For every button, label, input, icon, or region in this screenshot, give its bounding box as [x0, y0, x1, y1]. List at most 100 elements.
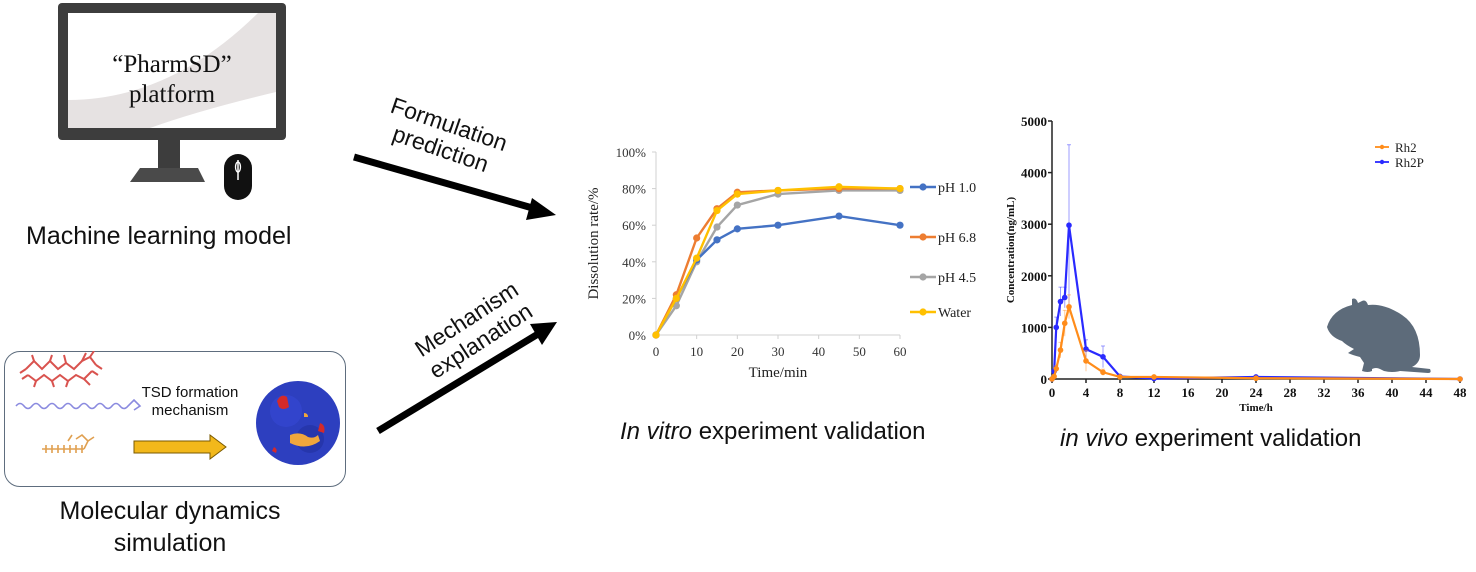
md-caption-line1: Molecular dynamics	[59, 497, 281, 525]
series-line-water	[654, 185, 901, 336]
data-point	[1061, 294, 1068, 301]
data-point	[1051, 373, 1057, 380]
y-tick-label: 0	[1041, 372, 1048, 387]
formulation-arrow-icon	[353, 153, 556, 220]
in-vitro-dissolution-chart: 0% 20% 40% 60% 80% 100% 0 10 20 30 40 50 60 Time/min D…	[586, 145, 976, 381]
legend-marker	[919, 273, 927, 281]
legend-label: pH 4.5	[938, 271, 976, 286]
x-tick-label: 50	[853, 344, 866, 359]
y-tick-label: 20%	[622, 291, 646, 306]
in-vitro-rest: experiment validation	[692, 418, 926, 445]
x-tick-label: 8	[1117, 385, 1124, 400]
y-tick-label: 4000	[1021, 166, 1047, 181]
data-point	[1053, 365, 1060, 372]
data-point	[835, 212, 843, 220]
in-vivo-rest: experiment validation	[1128, 425, 1362, 452]
x-axis-label: Time/h	[1239, 402, 1272, 414]
legend-label: pH 6.8	[938, 231, 976, 246]
legend-marker	[919, 233, 927, 241]
series-line-ph-1-0	[654, 214, 901, 336]
x-axis-label: Time/min	[749, 365, 808, 381]
legend-marker	[919, 308, 927, 316]
x-tick-label: 60	[894, 344, 907, 359]
data-point	[672, 294, 680, 302]
x-tick-label: 28	[1284, 385, 1298, 400]
data-point	[1057, 298, 1064, 305]
x-tick-label: 44	[1420, 385, 1434, 400]
y-tick-label: 100%	[616, 145, 647, 160]
data-point	[1100, 369, 1106, 376]
data-point	[1117, 374, 1123, 380]
y-tick-label: 2000	[1021, 269, 1047, 284]
x-tick-label: 24	[1250, 385, 1264, 400]
x-tick-label: 20	[731, 344, 744, 359]
data-point	[1066, 222, 1072, 229]
rat-icon	[1327, 298, 1431, 373]
x-tick-label: 36	[1352, 385, 1366, 400]
data-point	[896, 185, 904, 193]
data-point	[733, 190, 741, 198]
data-point	[693, 254, 701, 262]
screen-text-line1: “PharmSD”	[112, 51, 232, 78]
x-tick-label: 48	[1454, 385, 1468, 400]
y-tick-label: 60%	[622, 218, 646, 233]
y-tick-label: 80%	[622, 182, 646, 197]
in-vitro-caption: In vitro experiment validation	[620, 418, 926, 446]
monitor-icon	[58, 3, 286, 200]
data-point	[896, 221, 904, 229]
x-tick-label: 30	[772, 344, 785, 359]
x-tick-label: 0	[653, 344, 660, 359]
x-tick-label: 20	[1216, 385, 1229, 400]
y-tick-label: 40%	[622, 255, 646, 270]
md-caption-line2: simulation	[113, 529, 227, 557]
data-point	[733, 201, 741, 209]
y-tick-label: 3000	[1021, 217, 1047, 232]
tsd-label-line2: mechanism	[151, 402, 229, 419]
data-point	[1457, 376, 1463, 382]
series-line-ph-4-5	[655, 189, 900, 336]
x-tick-label: 4	[1083, 385, 1090, 400]
data-point	[774, 186, 782, 195]
legend-label: Rh2	[1395, 140, 1417, 155]
data-point	[713, 223, 721, 231]
y-tick-label: 5000	[1021, 114, 1047, 129]
x-tick-label: 40	[812, 344, 825, 359]
legend-label: pH 1.0	[938, 181, 976, 196]
x-tick-label: 12	[1148, 385, 1161, 400]
legend-label: Water	[938, 306, 971, 321]
data-point	[693, 234, 701, 242]
data-point	[1053, 324, 1060, 331]
data-point	[733, 225, 741, 233]
polymer-chain-icon	[15, 398, 142, 411]
x-tick-label: 0	[1049, 385, 1056, 400]
protein-blob-icon	[256, 381, 340, 465]
data-point	[835, 183, 843, 191]
y-tick-label: 0%	[629, 328, 647, 343]
data-point	[713, 206, 721, 215]
machine-learning-caption: Machine learning model	[26, 222, 292, 250]
x-tick-label: 10	[690, 344, 703, 359]
legend-marker	[1379, 159, 1385, 165]
in-vitro-italic: In vitro	[620, 418, 693, 445]
mechanism-arrow-icon	[133, 434, 227, 460]
y-axis-label: Dissolution rate/%	[586, 187, 602, 299]
molecule-red-icon	[19, 351, 103, 388]
in-vivo-italic: in vivo	[1060, 425, 1129, 452]
data-point	[774, 221, 782, 229]
screen-text-line2: platform	[128, 81, 216, 108]
data-point	[1061, 320, 1068, 327]
legend-marker	[919, 183, 927, 191]
data-point	[652, 331, 660, 339]
tsd-label-line1: TSD formation	[141, 384, 239, 401]
y-axis-label: Concentration(ng/mL)	[1005, 197, 1017, 304]
legend-label: Rh2P	[1395, 155, 1424, 170]
legend-marker	[1379, 144, 1385, 150]
data-point	[1083, 346, 1089, 352]
data-point	[713, 236, 721, 244]
data-point	[1100, 354, 1106, 360]
data-point	[1057, 347, 1064, 353]
data-point	[1253, 375, 1259, 382]
data-point	[1066, 303, 1072, 310]
mouse-icon	[224, 154, 252, 200]
